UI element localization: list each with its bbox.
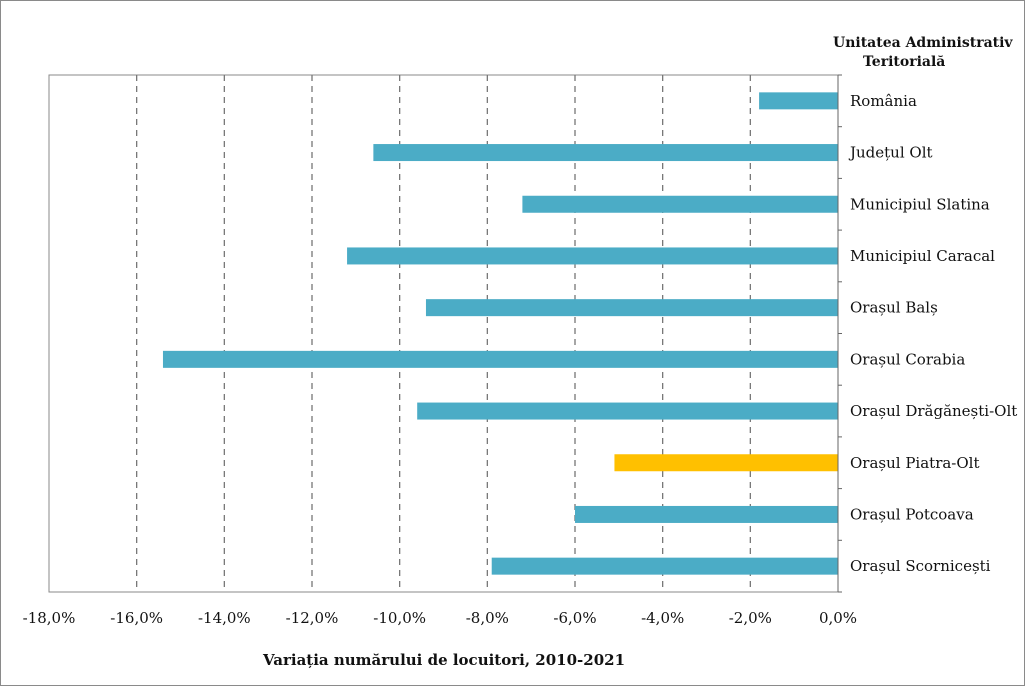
bar <box>347 247 838 265</box>
bar <box>575 505 838 523</box>
category-label: Orașul Scornicești <box>850 557 991 575</box>
category-label: Orașul Drăgănești-Olt <box>850 402 1017 420</box>
category-ticks <box>838 74 842 593</box>
bar <box>522 195 838 213</box>
category-label: Orașul Piatra-Olt <box>850 454 980 472</box>
gridlines <box>136 75 751 592</box>
legend-title-line-1: Unitatea Administrativ <box>833 35 1013 51</box>
bar <box>491 557 838 575</box>
x-axis-title: Variația numărului de locuitori, 2010-20… <box>262 651 625 669</box>
category-labels: România Județul Olt Municipiul Slatina Muni… <box>848 92 1017 575</box>
bar <box>417 402 838 420</box>
x-tick-label: -2,0% <box>729 609 772 627</box>
legend-title-line-2: Teritorială <box>863 54 945 70</box>
x-tick-label: 0,0% <box>819 609 857 627</box>
category-label: Județul Olt <box>848 144 933 162</box>
x-tick-labels: -18,0% -16,0% -14,0% -12,0% -10,0% -8,0% -6,0%… <box>23 609 857 627</box>
bar <box>425 299 838 317</box>
x-tick-label: -6,0% <box>553 609 596 627</box>
x-tick-label: -14,0% <box>198 609 251 627</box>
x-tick-label: -8,0% <box>466 609 509 627</box>
bars <box>162 92 838 575</box>
x-tick-label: -10,0% <box>373 609 426 627</box>
bar <box>614 454 838 472</box>
x-tick-label: -4,0% <box>641 609 684 627</box>
category-label: Orașul Corabia <box>850 350 965 368</box>
category-label: Orașul Balș <box>850 299 938 317</box>
bar <box>162 350 838 368</box>
category-label: Municipiul Slatina <box>850 195 990 213</box>
x-tick-label: -18,0% <box>23 609 76 627</box>
category-label: Orașul Potcoava <box>850 505 974 523</box>
plot-area <box>48 74 839 593</box>
category-label: Municipiul Caracal <box>850 247 995 265</box>
bar <box>373 144 838 162</box>
x-tick-label: -12,0% <box>286 609 339 627</box>
x-tick-label: -16,0% <box>110 609 163 627</box>
bar <box>759 92 838 110</box>
category-label: România <box>850 92 917 110</box>
